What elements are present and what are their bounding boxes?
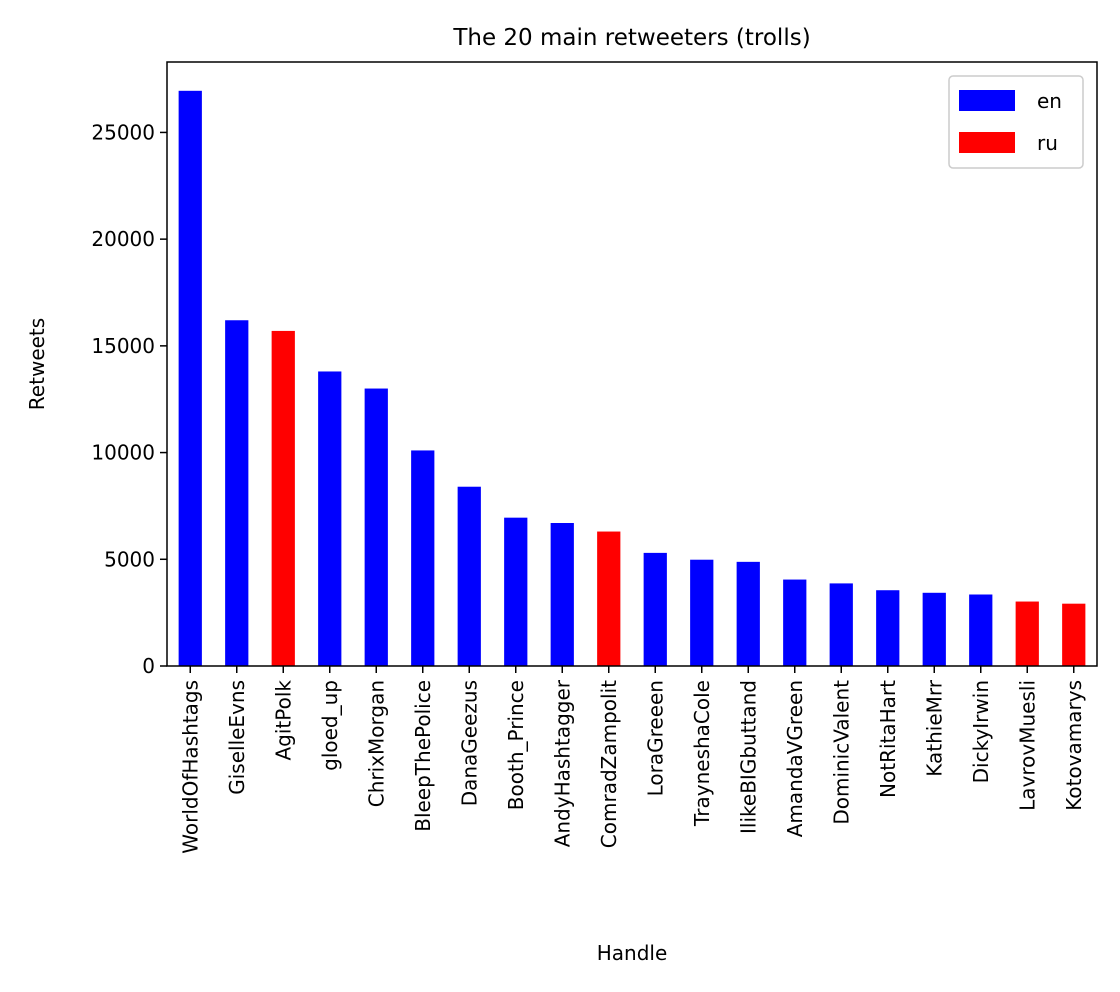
- x-tick-label: BleepThePolice: [411, 680, 435, 832]
- x-axis-label: Handle: [597, 941, 668, 965]
- x-tick-label: WorldOfHashtags: [178, 680, 202, 854]
- x-tick-label: LavrovMuesli: [1015, 680, 1039, 811]
- x-tick-label: Booth_Prince: [504, 680, 528, 810]
- x-tick-label: gloed_up: [318, 680, 342, 771]
- x-tick-label: DanaGeezus: [457, 680, 481, 806]
- x-tick-label: TrayneshaCole: [690, 680, 714, 827]
- bar-TrayneshaCole: [690, 559, 714, 666]
- bar-NotRitaHart: [876, 590, 900, 666]
- legend-label-ru: ru: [1037, 131, 1058, 155]
- bar-Kotovamarys: [1062, 603, 1086, 666]
- x-tick-label: LoraGreeen: [643, 680, 667, 796]
- x-tick-label: DominicValent: [829, 680, 853, 825]
- y-tick-label: 10000: [91, 441, 155, 465]
- x-tick-label: ChrixMorgan: [364, 680, 388, 807]
- bar-ChrixMorgan: [364, 388, 388, 666]
- bar-AgitPolk: [271, 330, 295, 666]
- bar-ComradZampolit: [597, 531, 621, 666]
- y-tick-label: 15000: [91, 334, 155, 358]
- x-tick-label: IlikeBIGbuttand: [736, 680, 760, 834]
- x-tick-label: AgitPolk: [271, 680, 295, 761]
- legend: en ru: [948, 75, 1084, 169]
- bar-GiselleEvns: [225, 320, 249, 666]
- y-axis-label: Retweets: [25, 318, 49, 410]
- x-tick-label: NotRitaHart: [876, 680, 900, 798]
- legend-label-en: en: [1037, 89, 1062, 113]
- x-tick-label: ComradZampolit: [597, 680, 621, 848]
- y-axis: 0 5000 10000 15000 20000 25000: [91, 120, 167, 678]
- y-tick-label: 0: [142, 654, 155, 678]
- bar-AmandaVGreen: [783, 579, 807, 666]
- bar-Booth_Prince: [504, 517, 528, 666]
- bar-KathieMrr: [922, 592, 946, 666]
- bar-DominicValent: [829, 583, 853, 666]
- bar-AndyHashtagger: [550, 523, 574, 666]
- x-tick-label: Kotovamarys: [1062, 680, 1086, 811]
- bar-DickyIrwin: [969, 594, 993, 666]
- x-tick-label: DickyIrwin: [969, 680, 993, 783]
- y-tick-label: 20000: [91, 227, 155, 251]
- chart-title: The 20 main retweeters (trolls): [452, 25, 810, 51]
- legend-swatch-en: [959, 90, 1015, 111]
- x-axis: WorldOfHashtags GiselleEvns AgitPolk gloed_…: [178, 666, 1086, 854]
- bars-layer: [178, 90, 1086, 666]
- bar-BleepThePolice: [411, 450, 435, 666]
- x-tick-label: AmandaVGreen: [783, 680, 807, 837]
- x-tick-label: GiselleEvns: [225, 680, 249, 795]
- y-tick-label: 5000: [104, 547, 155, 571]
- bar-LavrovMuesli: [1015, 601, 1039, 666]
- bar-LoraGreeen: [643, 552, 667, 666]
- legend-swatch-ru: [959, 132, 1015, 153]
- y-tick-label: 25000: [91, 120, 155, 144]
- x-tick-label: KathieMrr: [922, 679, 946, 777]
- legend-frame: [948, 75, 1084, 169]
- x-tick-label: AndyHashtagger: [550, 679, 574, 847]
- bar-IlikeBIGbuttand: [736, 561, 760, 666]
- bar-DanaGeezus: [457, 486, 481, 666]
- bar-WorldOfHashtags: [178, 90, 202, 666]
- plot-frame: [166, 61, 1098, 667]
- bar-gloed_up: [318, 371, 342, 666]
